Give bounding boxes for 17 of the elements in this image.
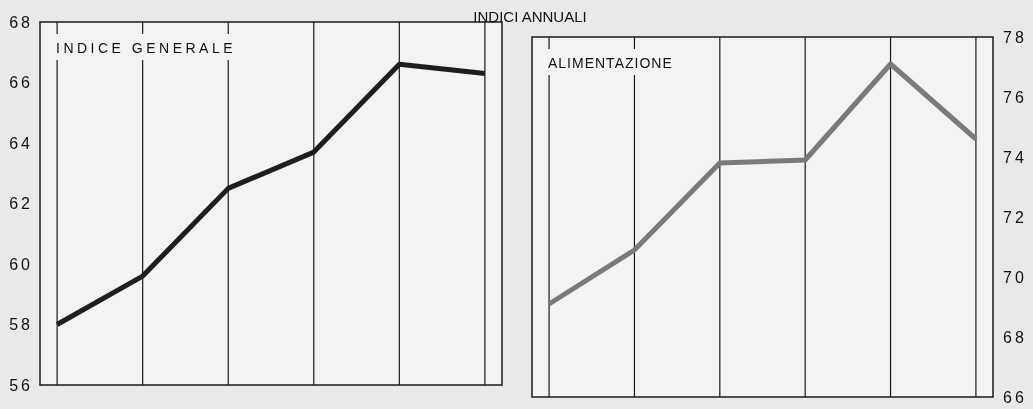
y-tick-label: 68 [1003, 328, 1027, 346]
y-tick-label: 66 [9, 74, 33, 92]
y-tick-label: 56 [9, 376, 33, 394]
y-tick-label: 62 [9, 195, 33, 213]
y-tick-label: 76 [1003, 88, 1027, 106]
y-tick-label: 66 [1003, 388, 1027, 406]
y-tick-label: 60 [9, 255, 33, 273]
y-tick-label: 58 [9, 316, 33, 334]
text: ALIMENTAZIONE [548, 55, 673, 71]
text: INDICE GENERALE [56, 40, 237, 56]
y-tick-label: 72 [1003, 208, 1027, 226]
annotation: INDICI ANNUALI [473, 8, 587, 25]
y-tick-label: 64 [9, 134, 33, 152]
y-tick-label: 74 [1003, 148, 1027, 166]
y-tick-label: 70 [1003, 268, 1027, 286]
y-tick-label: 78 [1003, 28, 1027, 46]
y-tick-label: 68 [9, 13, 33, 31]
